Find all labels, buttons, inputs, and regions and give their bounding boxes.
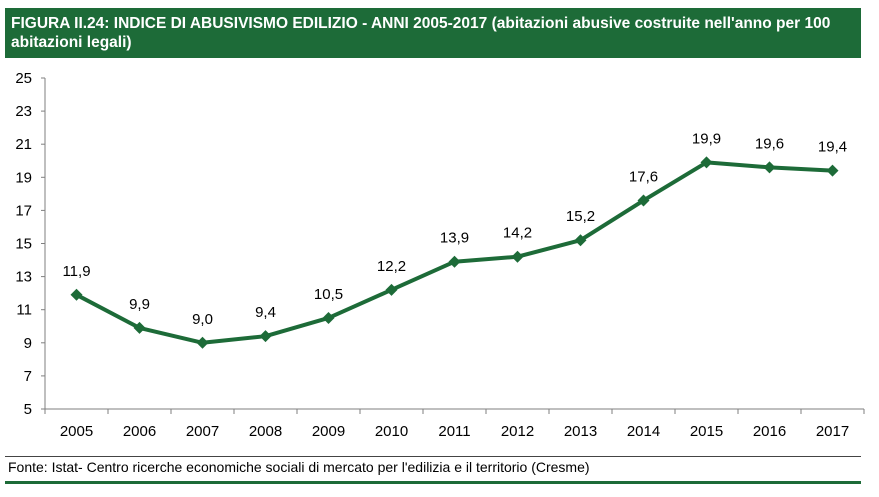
- data-point: [448, 255, 461, 268]
- y-tick-label: 25: [15, 70, 32, 87]
- y-tick-label: 9: [24, 335, 32, 352]
- x-tick-label: 2014: [627, 423, 660, 440]
- data-label: 19,4: [818, 139, 847, 156]
- y-tick-label: 19: [15, 169, 32, 186]
- x-tick-label: 2008: [249, 423, 282, 440]
- data-label: 19,6: [755, 135, 784, 152]
- data-label: 9,9: [129, 296, 150, 313]
- chart-title-bar: FIGURA II.24: INDICE DI ABUSIVISMO EDILI…: [5, 8, 861, 58]
- data-point: [511, 250, 524, 263]
- x-tick-label: 2005: [60, 423, 93, 440]
- data-point: [322, 311, 335, 324]
- data-point: [574, 234, 587, 247]
- y-tick-label: 17: [15, 202, 32, 219]
- data-label: 14,2: [503, 225, 532, 242]
- data-label: 17,6: [629, 168, 658, 185]
- data-label: 9,4: [255, 304, 276, 321]
- data-label: 13,9: [440, 230, 469, 247]
- data-point: [70, 288, 83, 301]
- x-tick-label: 2015: [690, 423, 723, 440]
- source-note: Fonte: Istat- Centro ricerche economiche…: [8, 459, 590, 475]
- chart-title: FIGURA II.24: INDICE DI ABUSIVISMO EDILI…: [11, 15, 831, 51]
- bottom-rule: [5, 481, 861, 484]
- x-tick-label: 2006: [123, 423, 156, 440]
- data-label: 11,9: [62, 263, 90, 280]
- x-tick-label: 2011: [438, 423, 470, 440]
- x-tick-label: 2010: [375, 423, 408, 440]
- y-tick-label: 13: [15, 269, 32, 286]
- series-line: [74, 160, 835, 345]
- y-tick-label: 15: [15, 236, 32, 253]
- data-point: [385, 283, 398, 296]
- data-label: 19,9: [692, 130, 721, 147]
- x-tick-label: 2013: [564, 423, 597, 440]
- data-label: 9,0: [192, 311, 213, 328]
- x-tick-label: 2012: [501, 423, 534, 440]
- data-point: [637, 194, 650, 207]
- data-point: [133, 321, 146, 334]
- data-point: [196, 336, 209, 349]
- y-tick-label: 5: [24, 401, 32, 418]
- data-point: [763, 161, 776, 174]
- data-label: 15,2: [566, 208, 595, 225]
- y-tick-label: 23: [15, 103, 32, 120]
- data-point: [700, 156, 713, 169]
- x-tick-label: 2007: [186, 423, 219, 440]
- y-tick-label: 7: [24, 368, 32, 385]
- y-tick-label: 21: [15, 136, 32, 153]
- x-tick-label: 2009: [312, 423, 345, 440]
- data-label: 12,2: [377, 258, 406, 275]
- x-tick-label: 2017: [816, 423, 849, 440]
- source-divider: [5, 456, 861, 457]
- y-tick-label: 11: [16, 302, 32, 319]
- x-tick-label: 2016: [753, 423, 786, 440]
- data-label: 10,5: [314, 286, 343, 303]
- data-point: [826, 164, 839, 177]
- data-point: [259, 330, 272, 343]
